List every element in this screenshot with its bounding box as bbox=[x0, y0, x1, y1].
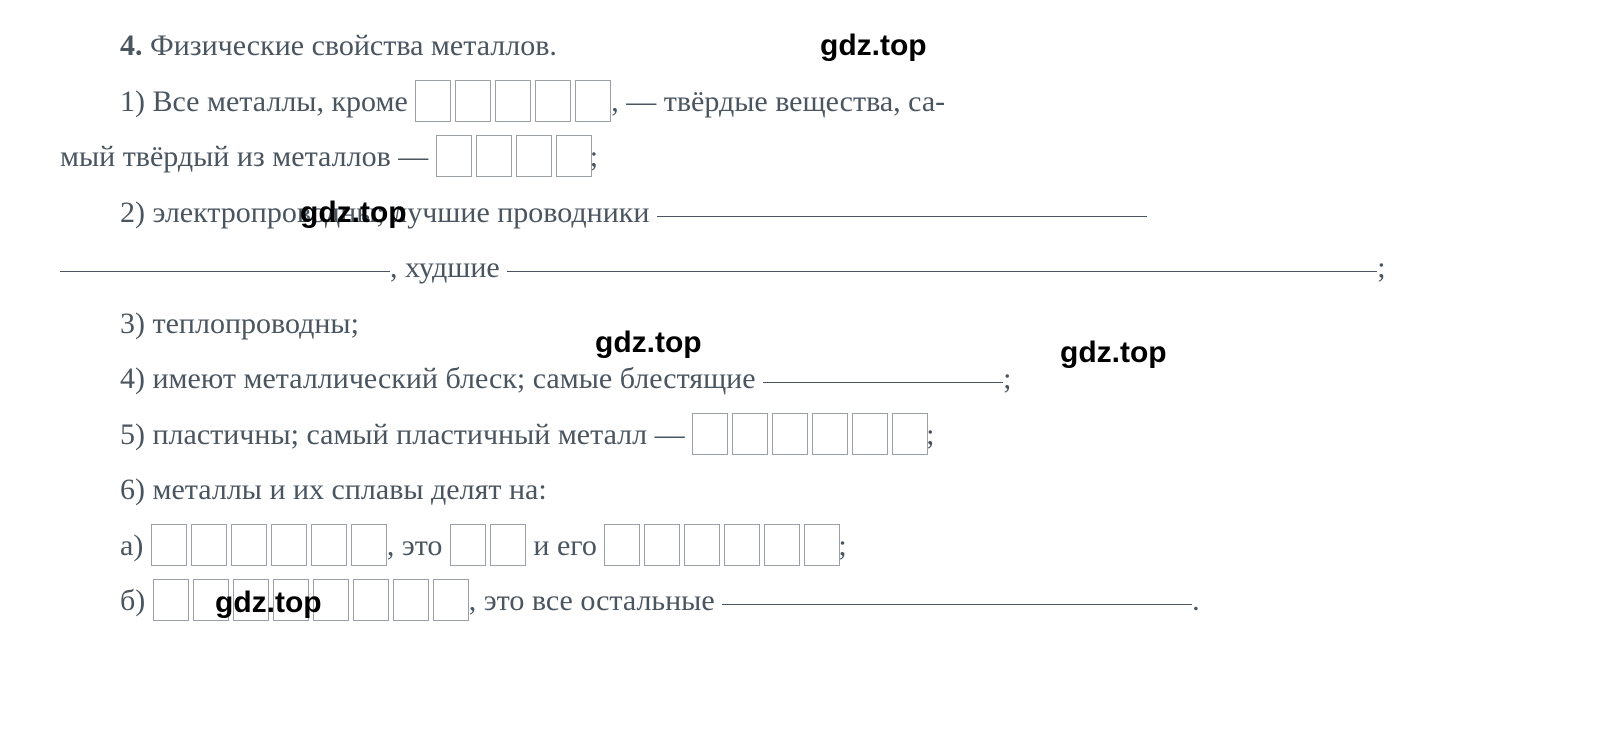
fill-in-blank[interactable] bbox=[507, 242, 1377, 272]
sub-b-end: . bbox=[1192, 584, 1200, 617]
sub-a-mid1: , это bbox=[387, 529, 450, 562]
item1-boxes1[interactable] bbox=[415, 80, 611, 122]
item6-line: 6) металлы и их сплавы делят на: bbox=[60, 462, 1566, 518]
fill-in-blank[interactable] bbox=[763, 353, 1003, 383]
letter-box[interactable] bbox=[311, 524, 347, 566]
item1-boxes2[interactable] bbox=[436, 135, 592, 177]
letter-box[interactable] bbox=[684, 524, 720, 566]
sub-b-prefix: б) bbox=[120, 584, 153, 617]
item1-line1: 1) Все металлы, кроме , — твёрдые вещест… bbox=[60, 74, 1566, 130]
heading-title: Физические свойства металлов. bbox=[143, 29, 557, 62]
letter-box[interactable] bbox=[313, 579, 349, 621]
item3-text: 3) теплопроводны; bbox=[120, 307, 359, 340]
item5-boxes[interactable] bbox=[692, 413, 928, 455]
semicolon: ; bbox=[1003, 362, 1011, 395]
letter-box[interactable] bbox=[604, 524, 640, 566]
letter-box[interactable] bbox=[353, 579, 389, 621]
letter-box[interactable] bbox=[812, 413, 848, 455]
sub-b-mid: , это все остальные bbox=[469, 584, 722, 617]
letter-box[interactable] bbox=[455, 80, 491, 122]
letter-box[interactable] bbox=[495, 80, 531, 122]
item2-line2: , худшие ; bbox=[60, 240, 1566, 296]
letter-box[interactable] bbox=[191, 524, 227, 566]
letter-box[interactable] bbox=[233, 579, 269, 621]
letter-box[interactable] bbox=[892, 413, 928, 455]
item2-mid: , худшие bbox=[390, 251, 507, 284]
item5-line: 5) пластичны; самый пластичный металл — … bbox=[60, 407, 1566, 463]
letter-box[interactable] bbox=[575, 80, 611, 122]
item3-line: 3) теплопроводны; bbox=[60, 296, 1566, 352]
letter-box[interactable] bbox=[724, 524, 760, 566]
sub-a-line: а) , это и его ; bbox=[60, 518, 1566, 574]
letter-box[interactable] bbox=[556, 135, 592, 177]
item4-line: 4) имеют металлический блеск; самые блес… bbox=[60, 351, 1566, 407]
item5-text: 5) пластичны; самый пластичный металл — bbox=[120, 418, 692, 451]
letter-box[interactable] bbox=[436, 135, 472, 177]
fill-in-blank[interactable] bbox=[657, 187, 1147, 217]
letter-box[interactable] bbox=[535, 80, 571, 122]
sub-b-boxes[interactable] bbox=[153, 579, 469, 621]
letter-box[interactable] bbox=[644, 524, 680, 566]
exercise-content: 4. Физические свойства металлов. 1) Все … bbox=[0, 0, 1606, 647]
sub-a-boxes2[interactable] bbox=[450, 524, 526, 566]
fill-in-blank[interactable] bbox=[722, 575, 1192, 605]
letter-box[interactable] bbox=[764, 524, 800, 566]
item1-prefix: 1) Все металлы, кроме bbox=[120, 85, 415, 118]
letter-box[interactable] bbox=[516, 135, 552, 177]
sub-a-prefix: а) bbox=[120, 529, 151, 562]
letter-box[interactable] bbox=[393, 579, 429, 621]
item2-text: 2) электропроводны; лучшие проводники bbox=[120, 196, 657, 229]
letter-box[interactable] bbox=[772, 413, 808, 455]
sub-b-line: б) , это все остальные . bbox=[60, 573, 1566, 629]
letter-box[interactable] bbox=[273, 579, 309, 621]
letter-box[interactable] bbox=[852, 413, 888, 455]
letter-box[interactable] bbox=[153, 579, 189, 621]
sub-a-boxes3[interactable] bbox=[604, 524, 840, 566]
heading-number: 4. bbox=[120, 29, 143, 62]
letter-box[interactable] bbox=[193, 579, 229, 621]
letter-box[interactable] bbox=[433, 579, 469, 621]
sub-a-boxes1[interactable] bbox=[151, 524, 387, 566]
letter-box[interactable] bbox=[271, 524, 307, 566]
heading-line: 4. Физические свойства металлов. bbox=[60, 18, 1566, 74]
letter-box[interactable] bbox=[476, 135, 512, 177]
letter-box[interactable] bbox=[450, 524, 486, 566]
item1-after: , — твёрдые вещества, са- bbox=[611, 85, 945, 118]
item6-text: 6) металлы и их сплавы делят на: bbox=[120, 473, 547, 506]
item1-line2-prefix: мый твёрдый из металлов — bbox=[60, 140, 436, 173]
letter-box[interactable] bbox=[415, 80, 451, 122]
letter-box[interactable] bbox=[732, 413, 768, 455]
letter-box[interactable] bbox=[692, 413, 728, 455]
item1-line2: мый твёрдый из металлов — ; bbox=[60, 129, 1566, 185]
letter-box[interactable] bbox=[231, 524, 267, 566]
fill-in-blank[interactable] bbox=[60, 242, 390, 272]
letter-box[interactable] bbox=[804, 524, 840, 566]
item2-line1: 2) электропроводны; лучшие проводники bbox=[60, 185, 1566, 241]
letter-box[interactable] bbox=[490, 524, 526, 566]
item4-text: 4) имеют металлический блеск; самые блес… bbox=[120, 362, 763, 395]
letter-box[interactable] bbox=[151, 524, 187, 566]
sub-a-mid2: и его bbox=[526, 529, 604, 562]
letter-box[interactable] bbox=[351, 524, 387, 566]
semicolon: ; bbox=[1377, 251, 1385, 284]
